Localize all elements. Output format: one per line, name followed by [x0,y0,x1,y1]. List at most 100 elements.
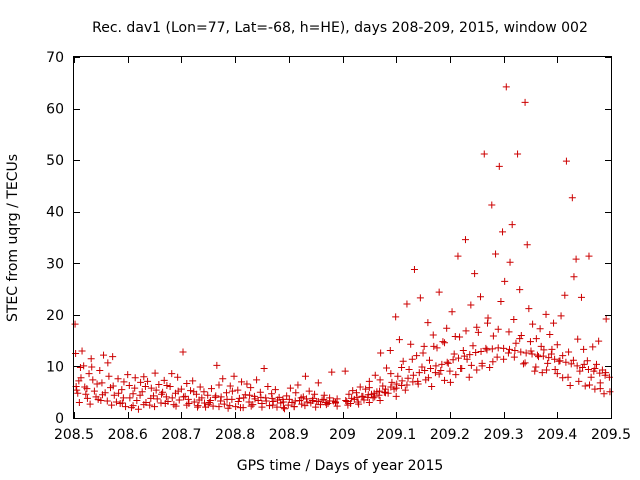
data-point-marker [473,323,481,331]
data-point-marker [168,394,176,402]
data-point-marker [108,401,116,409]
data-point-marker [257,393,265,401]
data-point-marker [298,400,306,408]
data-point-marker [430,342,438,350]
data-point-marker [103,397,111,405]
data-point-marker [435,370,443,378]
data-point-marker [573,362,581,370]
data-point-marker [576,367,584,375]
data-point-marker [489,358,497,366]
data-point-marker [376,387,384,395]
data-point-marker [73,386,81,394]
data-point-marker [528,350,536,358]
data-point-marker [241,391,249,399]
data-point-marker [286,384,294,392]
data-point-marker [548,345,556,353]
data-point-marker [200,399,208,407]
data-point-marker [235,394,243,402]
data-point-marker [488,345,496,353]
data-point-marker [570,273,578,281]
data-point-marker [486,363,494,371]
data-point-marker [559,352,567,360]
data-point-marker [587,373,595,381]
x-tick-label: 209.2 [430,427,470,443]
data-point-marker [443,324,451,332]
data-point-marker [409,371,417,379]
data-point-marker [240,394,248,402]
data-point-marker [251,395,259,403]
data-point-marker [407,340,415,348]
data-point-marker [510,315,518,323]
data-point-marker [521,359,529,367]
data-point-marker [580,360,588,368]
data-point-marker [441,376,449,384]
data-point-marker [551,366,559,374]
data-point-marker [294,381,302,389]
data-point-marker [506,258,514,266]
data-point-marker [553,341,561,349]
data-point-marker [269,397,277,405]
data-point-marker [581,382,589,390]
data-point-marker [74,389,82,397]
data-point-marker [268,394,276,402]
data-point-marker [483,319,491,327]
data-point-marker [596,369,604,377]
data-point-marker [394,372,402,380]
data-point-marker [342,396,350,404]
data-point-marker [370,389,378,397]
data-point-marker [333,402,341,410]
data-point-marker [562,358,570,366]
data-point-marker [456,333,464,341]
y-tick-label: 30 [46,256,64,272]
data-point-marker [454,354,462,362]
data-point-marker [437,367,445,375]
data-point-marker [234,386,242,394]
data-point-marker [146,401,154,409]
data-point-marker [531,367,539,375]
data-point-marker [550,319,558,327]
data-point-marker [446,367,454,375]
data-point-marker [532,335,540,343]
data-point-marker [283,392,291,400]
data-point-marker [180,393,188,401]
data-point-marker [477,347,485,355]
data-point-marker [364,391,372,399]
data-point-marker [314,379,322,387]
data-point-marker [388,378,396,386]
data-point-marker [281,405,289,413]
data-point-marker [120,378,128,386]
data-point-marker [439,338,447,346]
data-point-marker [96,367,104,375]
data-point-marker [461,236,469,244]
data-point-marker [311,390,319,398]
data-point-marker [268,390,276,398]
data-point-marker [508,221,516,229]
data-point-marker [85,370,93,378]
data-point-marker [523,241,531,249]
data-point-marker [593,360,601,368]
data-point-marker [591,364,599,372]
data-point-marker [245,398,253,406]
x-tick-label: 209.3 [484,427,524,443]
data-point-marker [431,369,439,377]
data-point-marker [567,360,575,368]
data-point-marker [104,359,112,367]
data-point-marker [206,396,214,404]
data-point-marker [136,391,144,399]
data-point-marker [348,394,356,402]
data-point-marker [410,265,418,273]
data-point-marker [369,394,377,402]
data-point-marker [110,391,118,399]
data-point-marker [451,333,459,341]
data-point-marker [138,388,146,396]
data-point-marker [260,364,268,372]
data-point-marker [258,403,266,411]
data-point-marker [100,351,108,359]
data-point-marker [162,393,170,401]
data-point-marker [506,345,514,353]
data-point-marker [478,359,486,367]
x-tick-label: 209.1 [376,427,416,443]
data-point-marker [585,252,593,260]
data-point-marker [465,373,473,381]
data-point-marker [220,400,228,408]
